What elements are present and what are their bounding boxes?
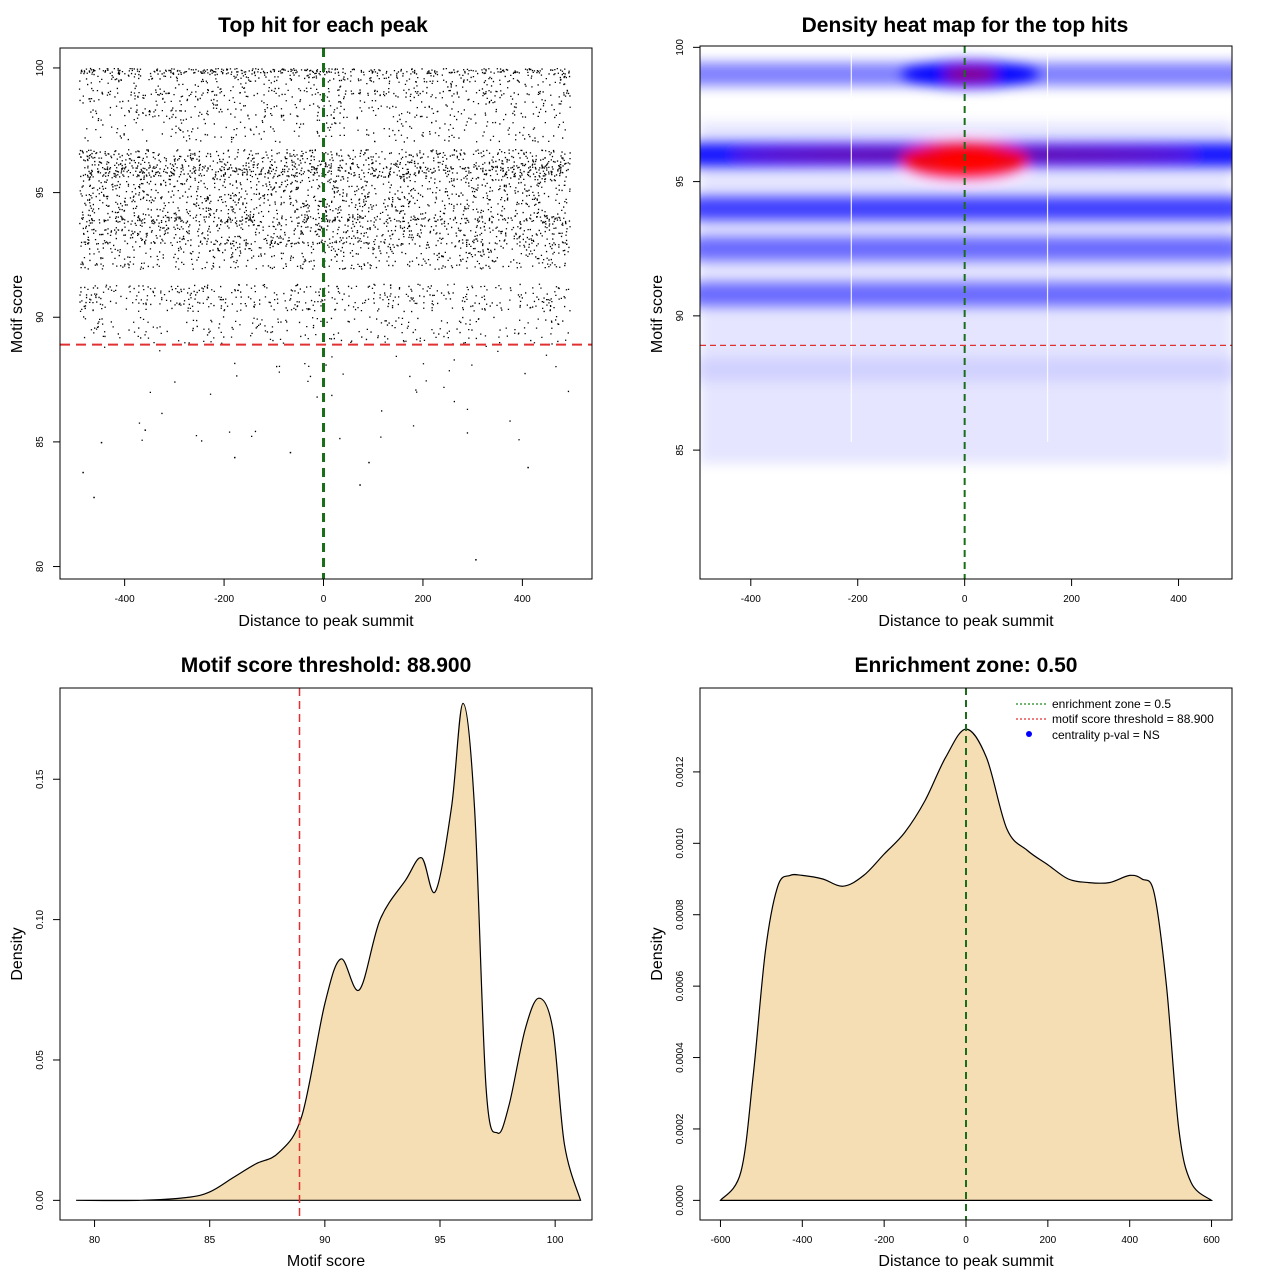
y-tick-label: 90 bbox=[35, 311, 46, 323]
y-tick-label: 0.0008 bbox=[675, 899, 686, 930]
y-tick-label: 0.00 bbox=[35, 1190, 46, 1210]
y-tick-label: 0.0004 bbox=[675, 1042, 686, 1073]
heatmap-x-axis: -400 -200 0 200 400 bbox=[741, 579, 1187, 605]
legend-threshold-label: motif score threshold = 88.900 bbox=[1052, 712, 1214, 726]
scatter-isolated-points bbox=[82, 429, 529, 561]
x-tick-label: -400 bbox=[741, 594, 761, 605]
distance-density-y-label: Density bbox=[649, 927, 666, 980]
score-density-frame bbox=[59, 687, 593, 1221]
x-tick-label: 100 bbox=[547, 1235, 564, 1246]
x-tick-label: 90 bbox=[319, 1235, 331, 1246]
scatter-y-axis: 80 85 90 95 100 bbox=[35, 59, 60, 572]
scatter-point bbox=[93, 496, 95, 499]
scatter-point bbox=[475, 559, 477, 561]
scatter-point bbox=[144, 429, 147, 431]
y-tick-label: 80 bbox=[35, 561, 46, 573]
legend-pval-swatch bbox=[1026, 731, 1032, 737]
legend-pval-label: centrality p-val = NS bbox=[1052, 728, 1160, 742]
scatter-x-label: Distance to peak summit bbox=[238, 613, 414, 630]
x-tick-label: 400 bbox=[1170, 594, 1187, 605]
y-tick-label: 95 bbox=[675, 176, 686, 188]
legend-zone-label: enrichment zone = 0.5 bbox=[1052, 697, 1171, 711]
x-tick-label: -200 bbox=[214, 594, 234, 605]
scatter-point bbox=[359, 484, 361, 486]
heatmap-frame bbox=[699, 45, 1233, 580]
x-tick-label: 400 bbox=[1121, 1235, 1138, 1246]
heatmap-y-axis: 85 90 95 100 bbox=[675, 39, 700, 456]
y-tick-label: 0.0006 bbox=[675, 970, 686, 1001]
distance-density-x-label: Distance to peak summit bbox=[878, 1253, 1054, 1270]
scatter-point bbox=[100, 441, 103, 444]
scatter-title: Top hit for each peak bbox=[218, 14, 428, 37]
scatter-point bbox=[527, 466, 529, 469]
scatter-y-label: Motif score bbox=[9, 275, 26, 353]
heat-band bbox=[700, 196, 1232, 221]
scatter-point bbox=[234, 456, 236, 459]
x-tick-label: 200 bbox=[415, 594, 432, 605]
heatmap-title: Density heat map for the top hits bbox=[802, 14, 1129, 37]
x-tick-label: 200 bbox=[1063, 594, 1080, 605]
y-tick-label: 100 bbox=[675, 39, 686, 56]
y-tick-label: 0.0010 bbox=[675, 828, 686, 859]
scatter-point bbox=[368, 461, 370, 464]
heatmap-y-label: Motif score bbox=[649, 275, 666, 353]
y-tick-label: 0.10 bbox=[35, 909, 46, 929]
y-tick-label: 0.0002 bbox=[675, 1113, 686, 1144]
y-tick-label: 95 bbox=[35, 187, 46, 199]
heat-band bbox=[700, 236, 1232, 261]
y-tick-label: 0.0000 bbox=[675, 1185, 686, 1216]
heat-blob-core bbox=[943, 67, 997, 82]
x-tick-label: 0 bbox=[963, 1235, 969, 1246]
score-density-x-label: Motif score bbox=[287, 1253, 365, 1270]
x-tick-label: -200 bbox=[874, 1235, 894, 1246]
x-tick-label: 400 bbox=[514, 594, 531, 605]
scatter-panel: Top hit for each peak -400 -200 0 200 400 80… bbox=[9, 14, 593, 630]
x-tick-label: -200 bbox=[848, 594, 868, 605]
heat-band bbox=[700, 357, 1232, 382]
y-tick-label: 90 bbox=[675, 310, 686, 322]
distance-density-panel: Enrichment zone: 0.50 -600 -400 -200 0 200 40… bbox=[649, 654, 1233, 1270]
legend: enrichment zone = 0.5 motif score thresh… bbox=[1016, 697, 1214, 742]
distance-density-y-axis: 0.0000 0.0002 0.0004 0.0006 0.0008 0.0010 0.00… bbox=[675, 756, 700, 1216]
scatter-point bbox=[289, 451, 292, 454]
heatmap-density bbox=[700, 60, 1232, 464]
scatter-point bbox=[82, 471, 84, 474]
score-density-y-label: Density bbox=[9, 927, 26, 980]
x-tick-label: 95 bbox=[434, 1235, 446, 1246]
distance-density-x-axis: -600 -400 -200 0 200 400 600 bbox=[710, 1220, 1220, 1246]
x-tick-label: 0 bbox=[962, 594, 968, 605]
x-tick-label: 0 bbox=[321, 594, 327, 605]
score-density-title: Motif score threshold: 88.900 bbox=[181, 654, 472, 677]
y-tick-label: 100 bbox=[35, 59, 46, 76]
x-tick-label: -400 bbox=[792, 1235, 812, 1246]
heat-hotspot-core bbox=[935, 150, 1000, 171]
distance-density-title: Enrichment zone: 0.50 bbox=[855, 654, 1078, 677]
y-tick-label: 0.05 bbox=[35, 1050, 46, 1070]
y-tick-label: 0.15 bbox=[35, 769, 46, 789]
heatmap-panel: Density heat map for the top hits -400 -2… bbox=[649, 14, 1233, 630]
scatter-x-axis: -400 -200 0 200 400 bbox=[115, 579, 531, 605]
scatter-frame bbox=[59, 47, 593, 580]
heat-band bbox=[700, 282, 1232, 307]
x-tick-label: 200 bbox=[1040, 1235, 1057, 1246]
x-tick-label: 85 bbox=[204, 1235, 216, 1246]
score-density-y-axis: 0.00 0.05 0.10 0.15 bbox=[35, 769, 60, 1210]
x-tick-label: 600 bbox=[1203, 1235, 1220, 1246]
y-tick-label: 85 bbox=[675, 444, 686, 456]
heatmap-x-label: Distance to peak summit bbox=[878, 613, 1054, 630]
score-density-x-axis: 80 85 90 95 100 bbox=[89, 1220, 564, 1246]
x-tick-label: -600 bbox=[710, 1235, 730, 1246]
x-tick-label: -400 bbox=[115, 594, 135, 605]
score-density-area bbox=[76, 702, 582, 1202]
y-tick-label: 85 bbox=[35, 436, 46, 448]
y-tick-label: 0.0012 bbox=[675, 756, 686, 787]
x-tick-label: 80 bbox=[89, 1235, 101, 1246]
score-density-panel: Motif score threshold: 88.900 80 85 90 95 10… bbox=[9, 654, 593, 1270]
heatmap-white-lines bbox=[850, 46, 1049, 443]
